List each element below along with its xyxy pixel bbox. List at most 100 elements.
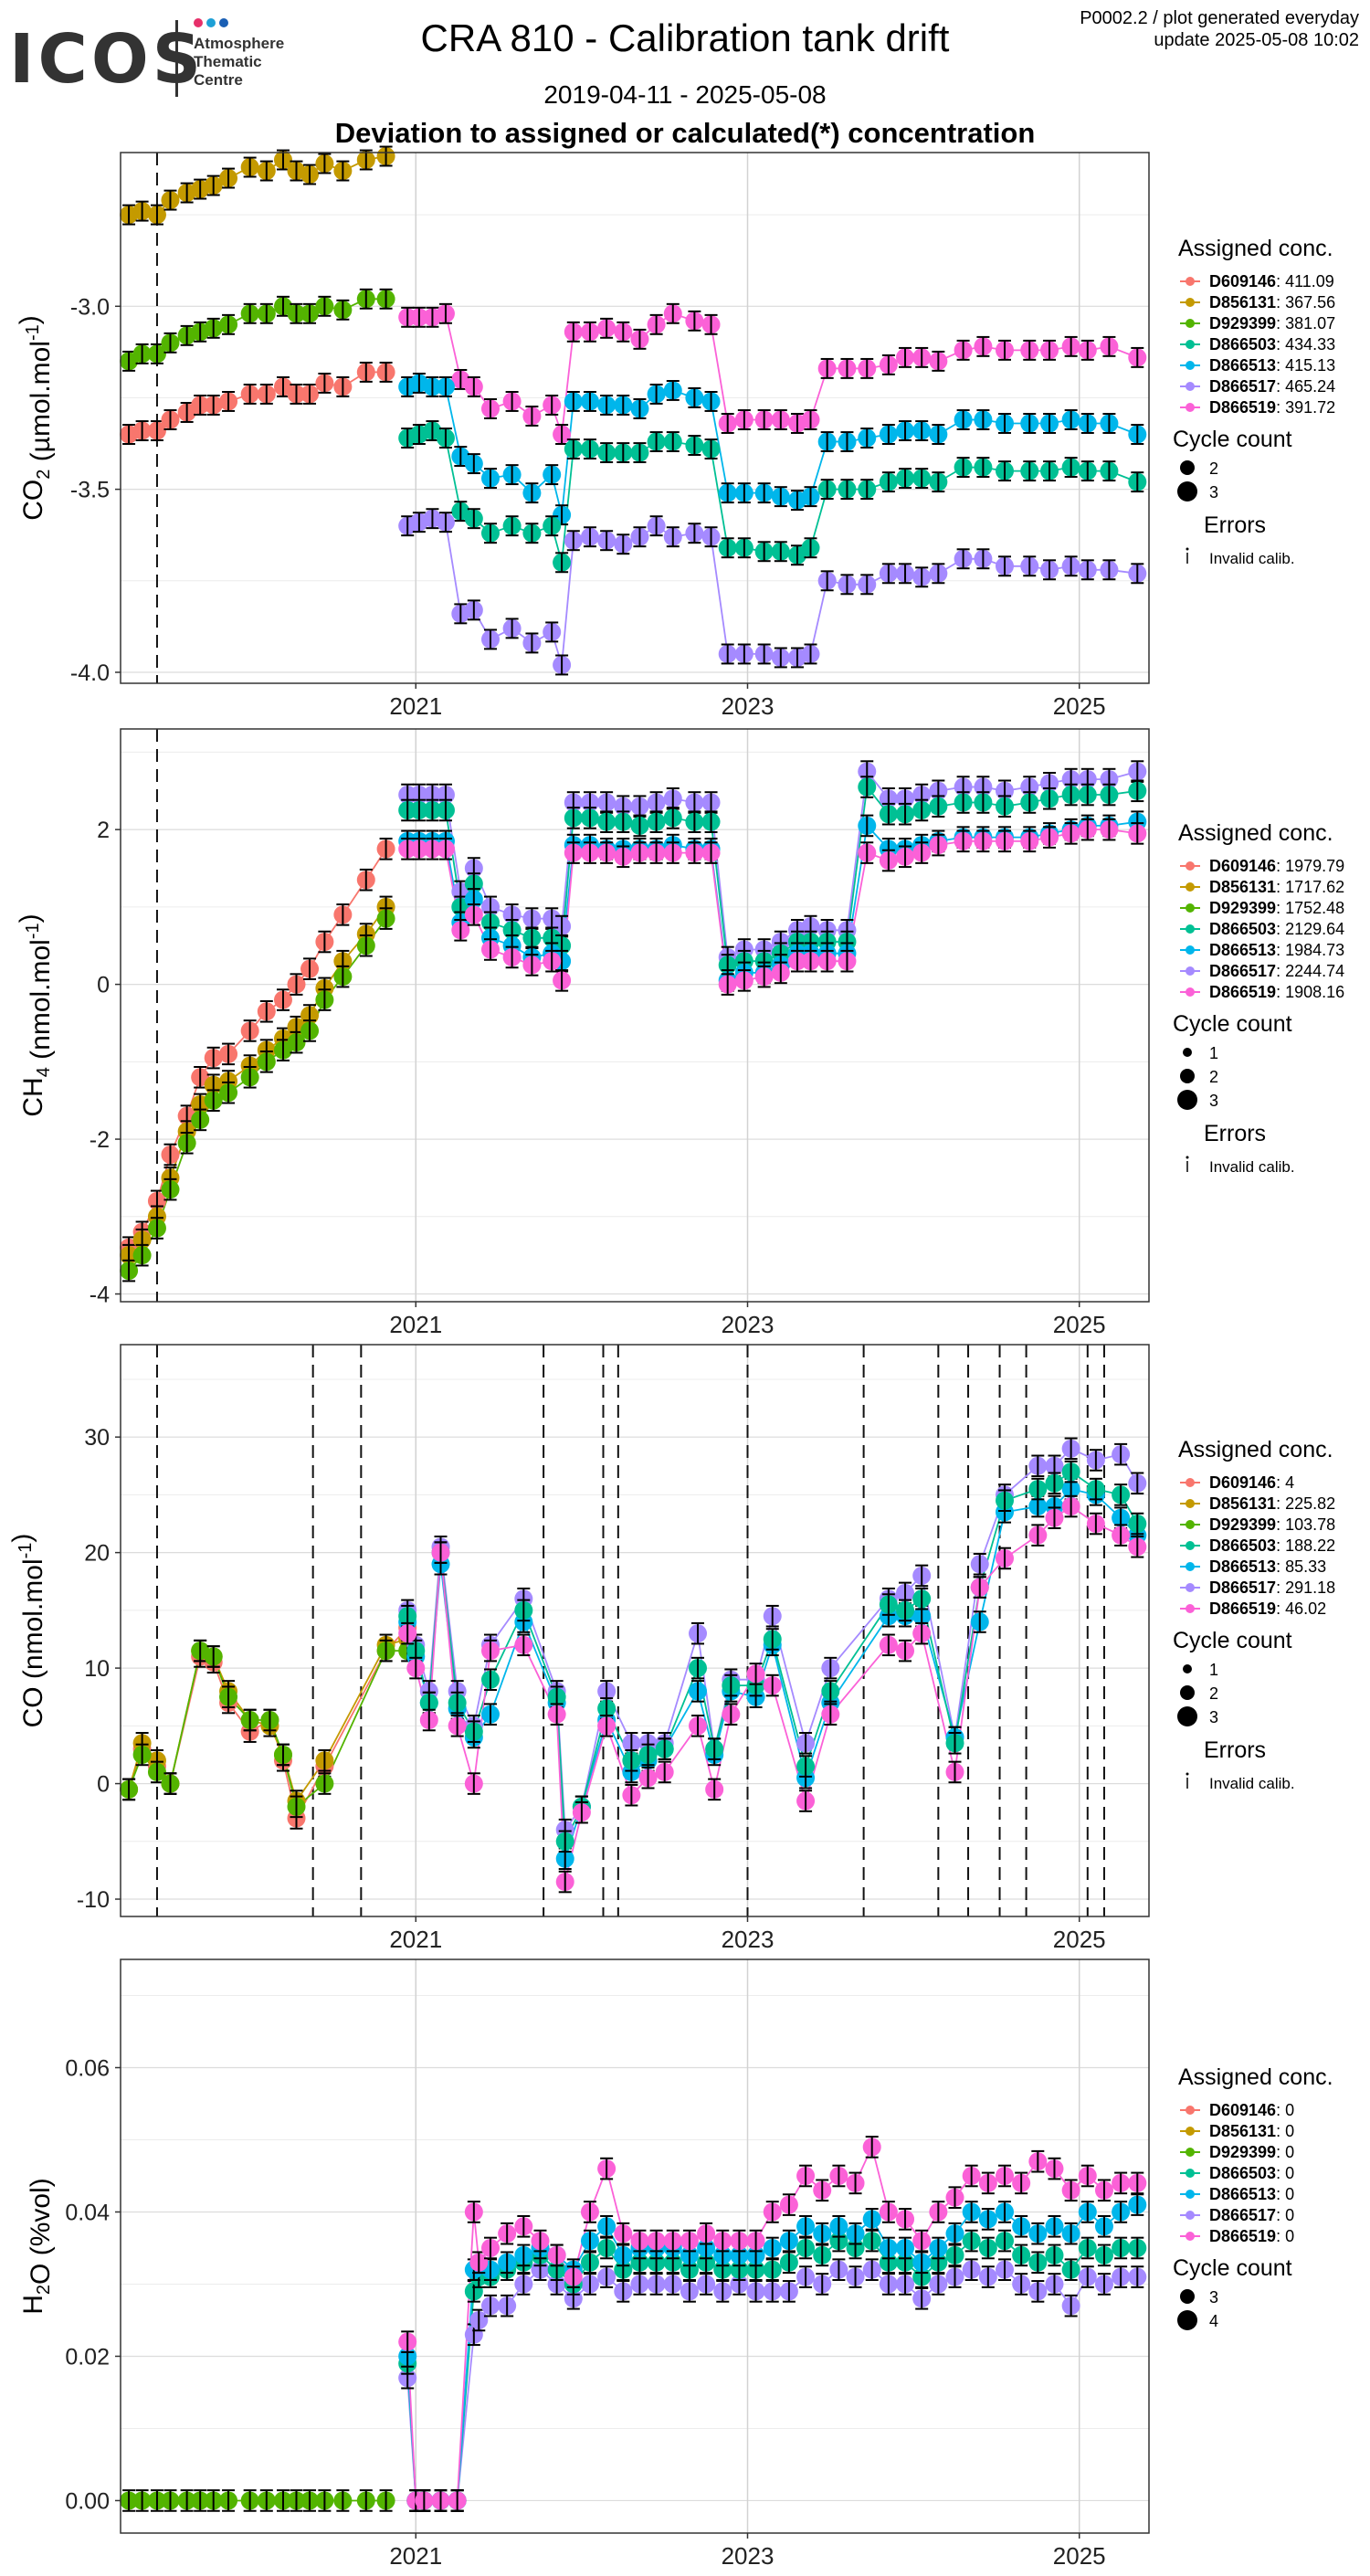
legend-key (1186, 1478, 1195, 1487)
cycle-count-label: 3 (1209, 483, 1218, 501)
legend-entry: D866519: 1908.16 (1209, 983, 1344, 1001)
cycle-count-label: 4 (1209, 2312, 1218, 2330)
logo-dots (194, 18, 248, 31)
y-tick-label: -10 (77, 1887, 110, 1913)
logo-line-2: Thematic (194, 53, 262, 70)
legend-key (1186, 1499, 1195, 1508)
legend-key (1186, 2232, 1195, 2241)
invalid-calib-dot (1186, 1156, 1189, 1159)
y-tick-label: -3.0 (70, 294, 110, 320)
legend-entry: D609146: 0 (1209, 2101, 1294, 2119)
date-range: 2019-04-11 - 2025-05-08 (543, 80, 827, 109)
plot-background (121, 1345, 1149, 1916)
legend-title: Assigned conc. (1178, 1437, 1333, 1462)
legend-key (1186, 361, 1195, 370)
legend-ch4: Assigned conc. D609146: 1979.79 D856131: 1… (1173, 820, 1344, 1176)
y-tick-label: 0.06 (65, 2055, 110, 2081)
legend-key (1186, 987, 1195, 997)
legend-key (1186, 1520, 1195, 1529)
cycle-size-key (1180, 1685, 1195, 1700)
legend-entry: D866519: 46.02 (1209, 1599, 1326, 1618)
x-tick-label: 2025 (1053, 1926, 1106, 1953)
legend-entry: D866513: 1984.73 (1209, 941, 1344, 959)
legend-key (1186, 298, 1195, 307)
chart-panel-ch4: 2 0 -2 -4 2021 2023 2025 CH4 (nmol.mol-1) (15, 728, 1150, 1338)
cycle-count-label: 1 (1209, 1044, 1218, 1062)
legend-key (1186, 2190, 1195, 2199)
y-axis-label: CH4 (nmol.mol-1) (15, 913, 56, 1116)
logo-dot-cyan (206, 18, 216, 27)
y-axis-label: CO (nmol.mol-1) (7, 1534, 48, 1728)
chart-heading: Deviation to assigned or calculated(*) c… (334, 117, 1036, 149)
y-tick-label: -3.5 (70, 478, 110, 503)
legend-entry: D866503: 434.33 (1209, 335, 1335, 354)
cycle-count-label: 3 (1209, 1092, 1218, 1110)
chart-panel-h2o: 0.06 0.04 0.02 0.00 2021 2023 2025 H2O (%vol) (18, 1958, 1150, 2570)
legend-entry: D609146: 4 (1209, 1473, 1294, 1492)
page-title: CRA 810 - Calibration tank drift (420, 16, 950, 59)
legend-entry: D609146: 411.09 (1209, 272, 1334, 290)
legend-entry: D866519: 0 (1209, 2227, 1294, 2245)
y-tick-label: 2 (97, 818, 110, 843)
cycle-size-key (1180, 1069, 1195, 1083)
plot-frame (120, 1344, 1150, 1917)
legend-title: Assigned conc. (1178, 820, 1333, 846)
errors-label: Invalid calib. (1209, 550, 1295, 567)
icos-logo: ICOS Atmosphere Thematic Centre (9, 18, 311, 100)
legend-entry: D866513: 415.13 (1209, 356, 1335, 375)
legend-key (1186, 903, 1195, 913)
x-tick-label: 2021 (389, 1311, 442, 1338)
cycle-size-key (1177, 481, 1197, 501)
legend-co: Assigned conc. D609146: 4 D856131: 225.82 D… (1173, 1437, 1335, 1792)
cycle-count-label: 2 (1209, 459, 1218, 478)
plot-frame (120, 1958, 1150, 2534)
logo-dot-blue (219, 18, 228, 27)
legend-key (1186, 2127, 1195, 2136)
legend-entry: D929399: 0 (1209, 2143, 1294, 2161)
legend-key (1186, 277, 1195, 286)
legend-key (1186, 340, 1195, 349)
x-tick-label: 2025 (1053, 692, 1106, 720)
y-tick-label: -4 (90, 1283, 110, 1308)
x-tick-label: 2021 (389, 692, 442, 720)
cycle-count-label: 2 (1209, 1068, 1218, 1086)
legend-entry: D856131: 0 (1209, 2122, 1294, 2140)
y-axis-label: H2O (%vol) (18, 2178, 56, 2314)
x-tick-label: 2023 (722, 692, 775, 720)
legend-key (1186, 382, 1195, 391)
y-tick-label: 0.00 (65, 2488, 110, 2514)
errors-label: Invalid calib. (1209, 1775, 1295, 1792)
y-tick-label: 10 (84, 1656, 110, 1682)
legend-entry: D866503: 188.22 (1209, 1536, 1335, 1555)
y-axis-label: CO2 (µmol.mol-1) (15, 315, 56, 521)
legend-key (1186, 2211, 1195, 2220)
generation-note: P0002.2 / plot generated everyday update… (1080, 7, 1359, 51)
cycle-size-key (1180, 460, 1195, 475)
cycle-count-title: Cycle count (1173, 427, 1292, 452)
legend-title: Assigned conc. (1178, 2064, 1333, 2090)
legend-key (1186, 1604, 1195, 1613)
errors-title: Errors (1204, 1737, 1266, 1763)
cycle-size-key (1177, 2310, 1197, 2330)
x-tick-label: 2021 (389, 1926, 442, 1953)
plot-frame (120, 152, 1150, 684)
chart-panel-co2: -3.0 -3.5 -4.0 2021 2023 2025 CO2 (µmol.mol-1) (15, 145, 1150, 720)
cycle-size-key (1183, 1664, 1192, 1673)
legend-key (1186, 319, 1195, 328)
legend-key (1186, 882, 1195, 892)
x-tick-label: 2025 (1053, 1311, 1106, 1338)
legend-h2o: Assigned conc. D609146: 0 D856131: 0 D92939… (1173, 2064, 1333, 2330)
y-tick-label: 20 (84, 1541, 110, 1567)
legend-key (1186, 2169, 1195, 2178)
legend-entry: D866517: 291.18 (1209, 1578, 1335, 1597)
logo-dot-pink (194, 18, 203, 27)
legend-key (1186, 966, 1195, 976)
cycle-count-title: Cycle count (1173, 1011, 1292, 1037)
cycle-size-key (1177, 1706, 1197, 1726)
plot-frame (120, 728, 1150, 1303)
legend-key (1186, 861, 1195, 871)
note-line-2: update 2025-05-08 10:02 (1154, 30, 1359, 50)
x-tick-label: 2021 (389, 2542, 442, 2570)
